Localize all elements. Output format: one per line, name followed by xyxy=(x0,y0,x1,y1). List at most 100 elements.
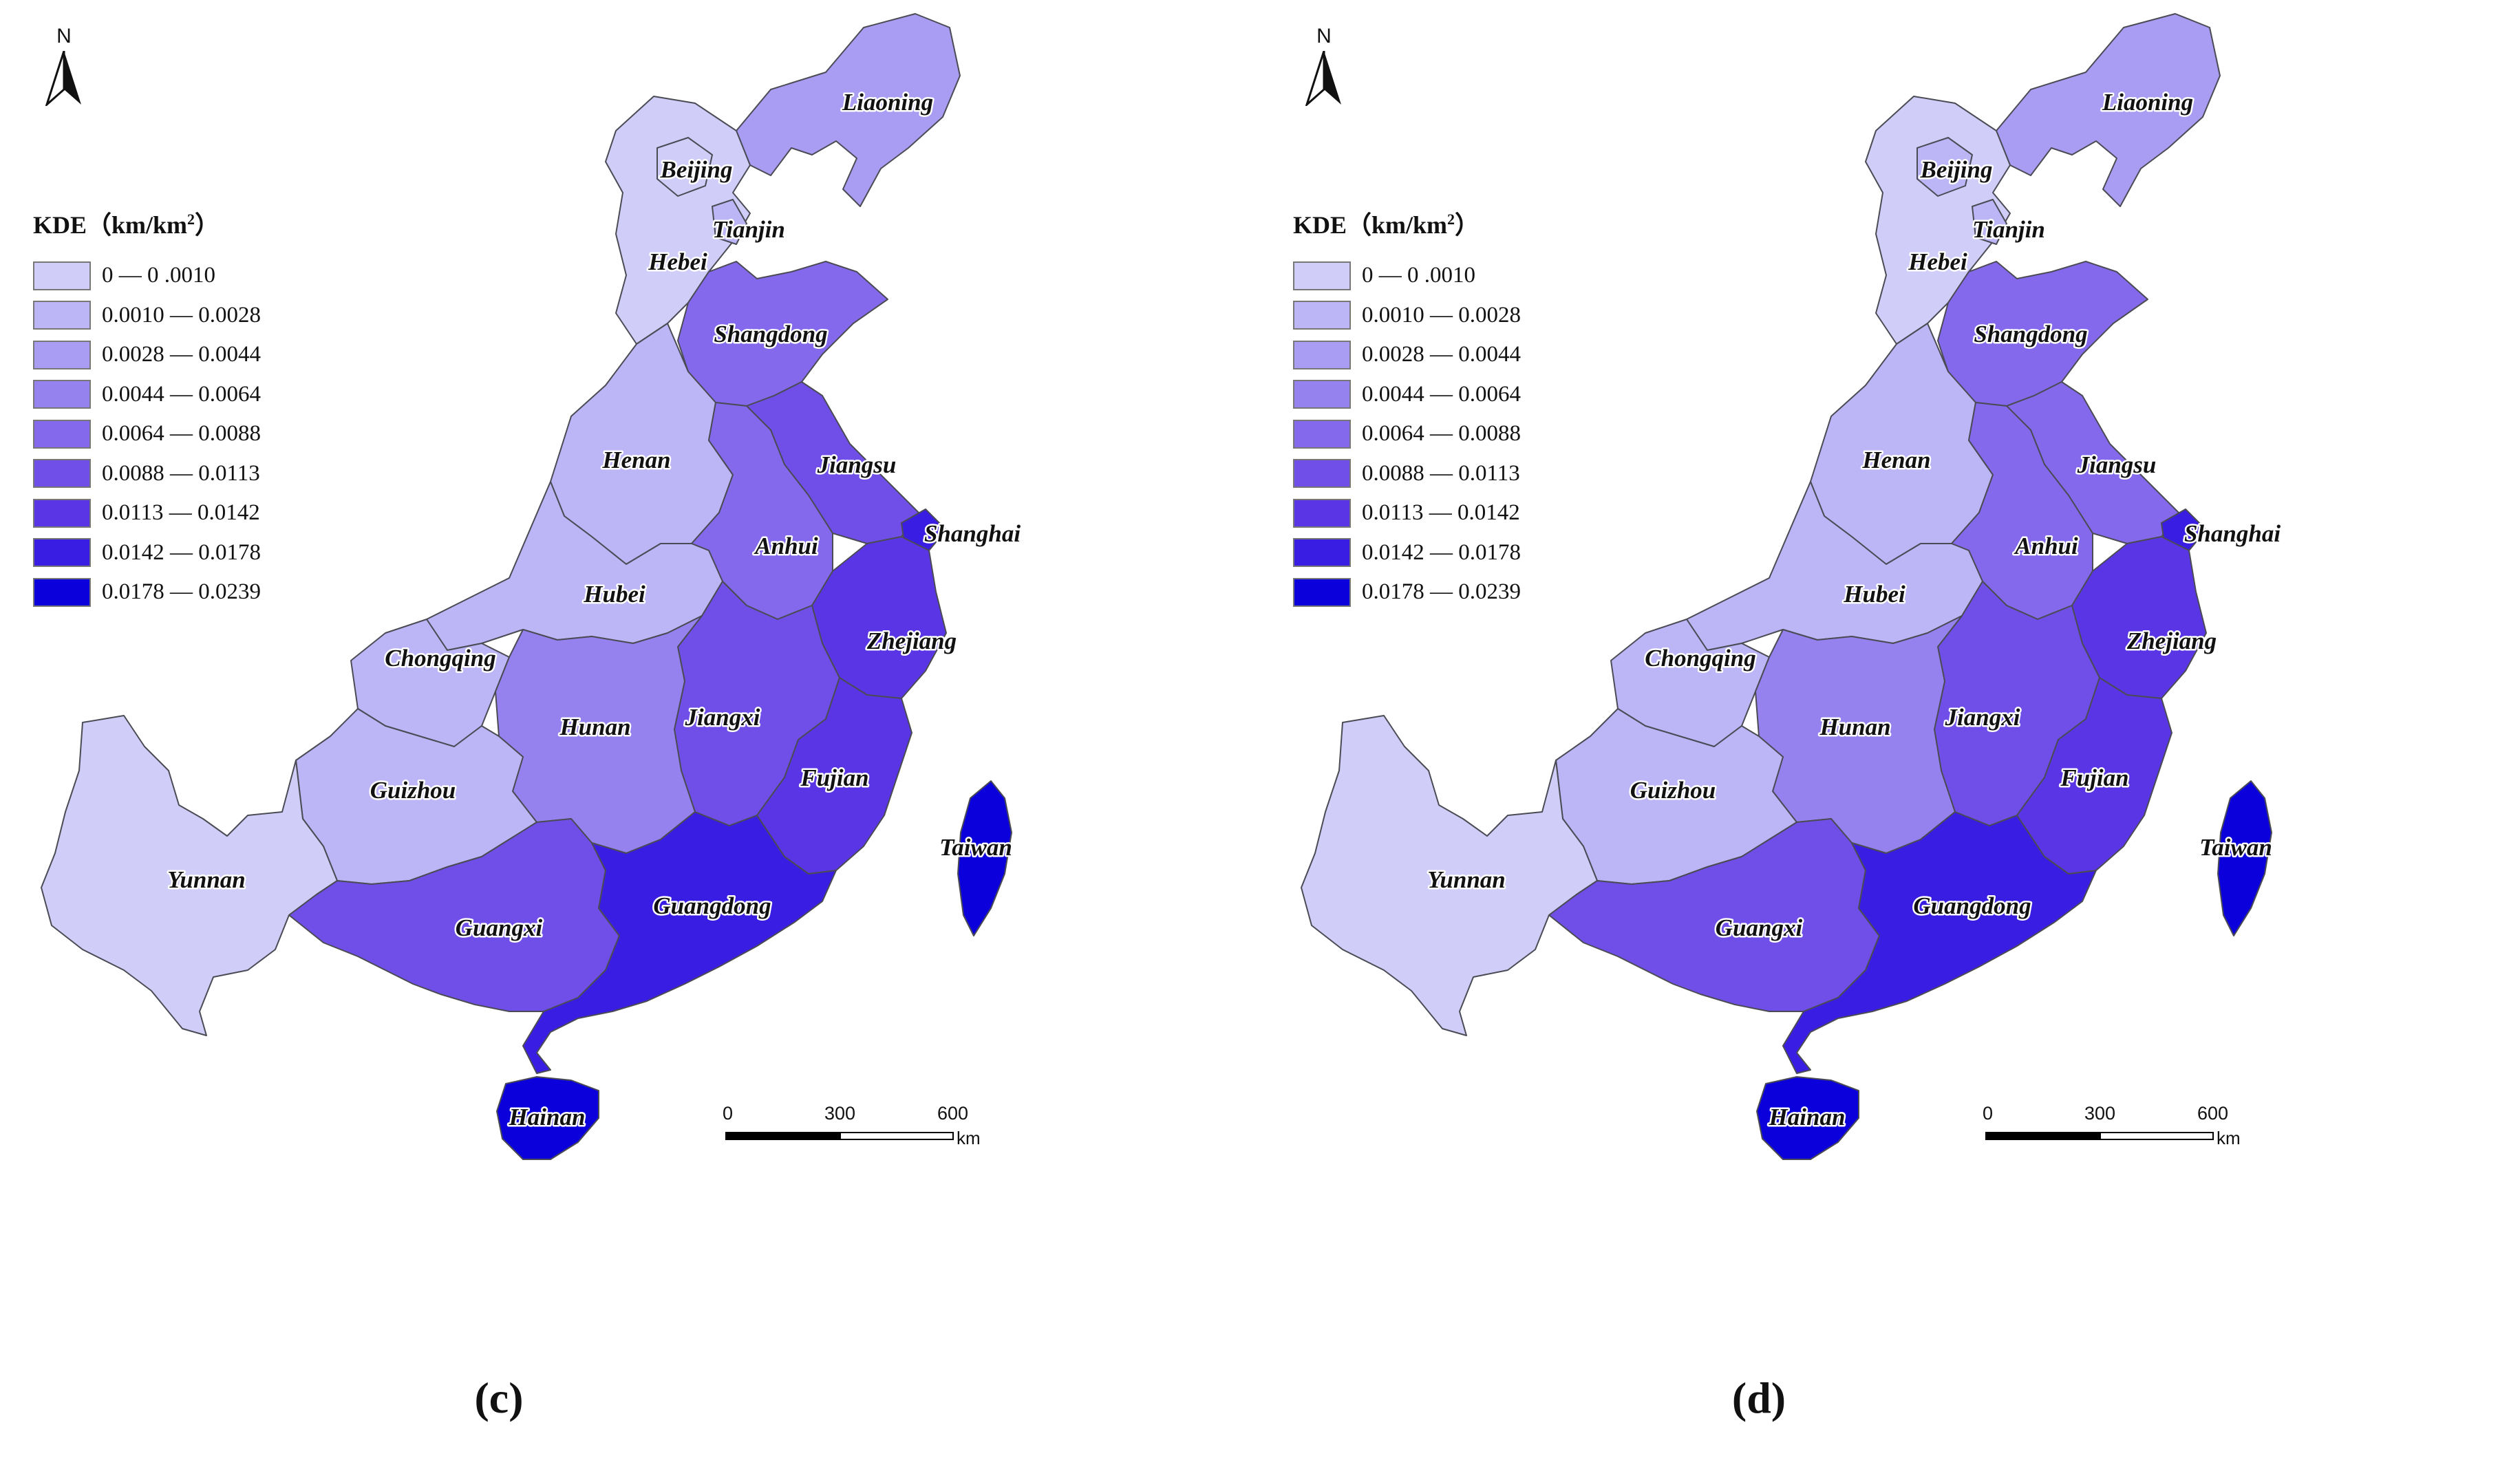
label-guangxi: Guangxi xyxy=(456,914,543,941)
legend-swatch xyxy=(1293,301,1351,330)
label-guangdong: Guangdong xyxy=(653,892,771,919)
legend-item: 0.0044 — 0.0064 xyxy=(33,375,261,415)
scale-tick-600: 600 xyxy=(2197,1103,2229,1124)
scale-segment-white xyxy=(840,1132,954,1140)
panel-label: (c) xyxy=(474,1373,524,1422)
legend-item: 0.0088 — 0.0113 xyxy=(33,454,261,494)
label-shandong: Shangdong xyxy=(714,321,827,347)
legend-label: 0 — 0 .0010 xyxy=(102,263,215,288)
legend-label: 0.0044 — 0.0064 xyxy=(1362,381,1521,407)
legend-label: 0 — 0 .0010 xyxy=(1362,263,1475,288)
label-tianjin: Tianjin xyxy=(1972,216,2045,243)
legend-item: 0.0178 — 0.0239 xyxy=(1293,572,1521,612)
north-label: N xyxy=(1316,25,1332,47)
scale-segment-black xyxy=(725,1132,841,1140)
label-hebei: Hebei xyxy=(648,248,707,275)
label-hainan: Hainan xyxy=(1769,1104,1846,1130)
province-tianjin xyxy=(1972,199,2007,245)
label-anhui: Anhui xyxy=(2014,533,2078,559)
label-liaoning: Liaoning xyxy=(2102,89,2193,116)
province-liaoning xyxy=(736,13,961,207)
legend-label: 0.0142 — 0.0178 xyxy=(1362,539,1521,565)
scale-unit: km xyxy=(2217,1128,2241,1148)
label-hebei: Hebei xyxy=(1908,248,1967,275)
label-fujian: Fujian xyxy=(800,764,868,791)
scale-bar: 0 300 600 km xyxy=(723,1103,984,1158)
label-henan: Henan xyxy=(1861,447,1930,473)
panel-label: (d) xyxy=(1731,1373,1786,1422)
legend-item: 0.0044 — 0.0064 xyxy=(1293,375,1521,415)
province-beijing xyxy=(1916,137,1973,197)
legend-swatch xyxy=(33,261,91,290)
province-yunnan xyxy=(1301,715,1598,1036)
label-yunnan: Yunnan xyxy=(167,866,246,893)
legend-item: 0.0113 — 0.0142 xyxy=(33,493,261,533)
legend-swatch xyxy=(1293,340,1351,369)
province-liaoning xyxy=(1996,13,2221,207)
legend-swatch xyxy=(33,577,91,607)
label-zhejiang: Zhejiang xyxy=(866,628,957,654)
scale-tick-0: 0 xyxy=(1983,1103,1994,1124)
label-hunan: Hunan xyxy=(559,714,630,740)
legend-item: 0 — 0 .0010 xyxy=(33,256,261,296)
label-henan: Henan xyxy=(601,447,670,473)
legend-swatch xyxy=(33,538,91,568)
north-arrow-icon xyxy=(1305,51,1341,106)
legend-label: 0.0113 — 0.0142 xyxy=(102,500,260,526)
legend-item: 0.0088 — 0.0113 xyxy=(1293,454,1521,494)
legend-item: 0.0028 — 0.0044 xyxy=(33,335,261,375)
legend-swatch xyxy=(1293,498,1351,528)
legend-item: 0.0028 — 0.0044 xyxy=(1293,335,1521,375)
legend-label: 0.0088 — 0.0113 xyxy=(102,460,260,486)
province-tianjin xyxy=(712,199,747,245)
label-anhui: Anhui xyxy=(754,533,818,559)
legend-title: KDE（km/km2） xyxy=(33,211,220,239)
label-zhejiang: Zhejiang xyxy=(2126,628,2217,654)
legend-swatch xyxy=(1293,419,1351,449)
north-arrow: N xyxy=(40,25,88,114)
label-tianjin: Tianjin xyxy=(712,216,785,243)
scale-bar: 0 300 600 km xyxy=(1983,1103,2244,1158)
label-shanghai: Shanghai xyxy=(2184,520,2281,547)
scale-tick-0: 0 xyxy=(723,1103,734,1124)
province-hainan xyxy=(496,1076,599,1160)
legend-item: 0.0113 — 0.0142 xyxy=(1293,493,1521,533)
label-hubei: Hubei xyxy=(1843,581,1905,608)
legend-title: KDE（km/km2） xyxy=(1293,211,1480,239)
label-beijing: Beijing xyxy=(1919,156,1992,183)
legend-label: 0.0010 — 0.0028 xyxy=(1362,302,1521,328)
province-taiwan xyxy=(957,780,1012,936)
legend: KDE（km/km2） 0 — 0 .0010 0.0010 — 0.0028 0.… xyxy=(33,205,261,612)
label-jiangsu: Jiangsu xyxy=(817,451,897,478)
label-hunan: Hunan xyxy=(1819,714,1890,740)
province-fujian xyxy=(2016,677,2172,875)
label-shandong: Shangdong xyxy=(1974,321,2087,347)
label-chongqing: Chongqing xyxy=(1645,645,1755,672)
label-jiangxi: Jiangxi xyxy=(685,704,760,731)
legend-item: 0.0064 — 0.0088 xyxy=(1293,414,1521,454)
label-guizhou: Guizhou xyxy=(1630,777,1716,804)
label-hainan: Hainan xyxy=(509,1104,586,1130)
legend-label: 0.0178 — 0.0239 xyxy=(1362,579,1521,605)
kde-map: Liaoning Beijing Tianjin Hebei Shangdong… xyxy=(41,13,1023,1160)
legend-swatch xyxy=(1293,261,1351,290)
scale-tick-600: 600 xyxy=(937,1103,969,1124)
province-guangdong xyxy=(522,811,837,1074)
label-shanghai: Shanghai xyxy=(924,520,1021,547)
legend-swatch xyxy=(1293,538,1351,568)
label-fujian: Fujian xyxy=(2060,764,2128,791)
legend-swatch xyxy=(33,301,91,330)
label-jiangsu: Jiangsu xyxy=(2077,451,2157,478)
label-guizhou: Guizhou xyxy=(370,777,456,804)
label-hubei: Hubei xyxy=(583,581,645,608)
north-label: N xyxy=(56,25,72,47)
legend-swatch xyxy=(33,380,91,409)
legend-label: 0.0028 — 0.0044 xyxy=(102,342,261,367)
legend-swatch xyxy=(33,459,91,489)
north-arrow: N xyxy=(1300,25,1348,114)
legend-swatch xyxy=(1293,577,1351,607)
scale-tick-300: 300 xyxy=(2084,1103,2116,1124)
legend-item: 0.0178 — 0.0239 xyxy=(33,572,261,612)
legend-label: 0.0064 — 0.0088 xyxy=(1362,421,1521,447)
label-jiangxi: Jiangxi xyxy=(1945,704,2020,731)
